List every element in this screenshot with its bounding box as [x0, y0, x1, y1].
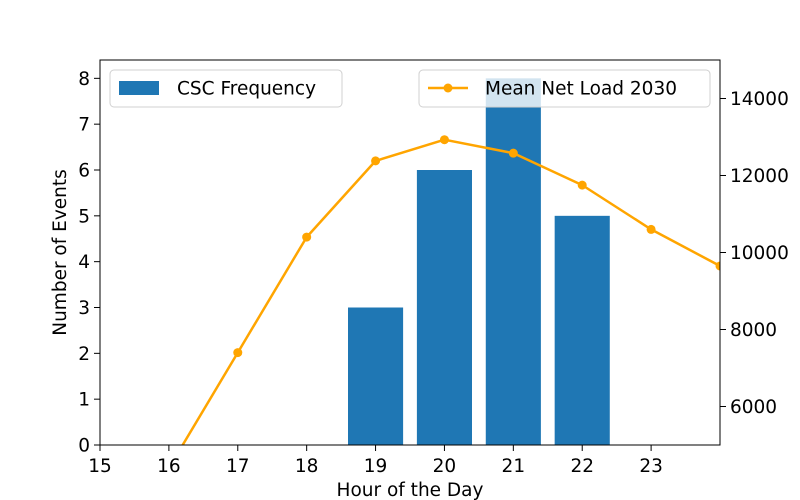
legend-box: [109, 69, 343, 108]
line-point: [508, 148, 518, 158]
plot-frame: [99, 59, 721, 446]
legend-bars: CSC Frequency: [109, 69, 343, 108]
bar: [485, 78, 541, 445]
y-tick-label: 8: [78, 69, 90, 90]
plot-border: [99, 59, 721, 446]
y-tick-label: 1: [78, 390, 90, 411]
y2-tick-label: 8000: [730, 320, 777, 341]
bar-series: [348, 78, 610, 445]
line-series: [181, 135, 720, 445]
y-tick-label: 5: [78, 206, 90, 227]
line-point: [715, 261, 720, 271]
legend-label: Mean Net Load 2030: [485, 79, 677, 100]
legend-box: [418, 69, 711, 108]
y-axis-label: Number of Events: [50, 169, 71, 336]
x-tick-label: 17: [226, 456, 250, 477]
y-axis-left: 0 1 2 3 4 5 6 7 8: [78, 69, 100, 457]
y-tick-label: 3: [78, 298, 90, 319]
x-tick-label: 16: [157, 456, 181, 477]
line-point: [302, 232, 312, 242]
x-axis: 15 16 17 18 19 20 21 22 23: [88, 445, 663, 477]
y-tick-label: 2: [78, 344, 90, 365]
bar: [348, 307, 404, 445]
line-point: [439, 135, 449, 145]
y2-tick-label: 14000: [730, 89, 789, 110]
y2-tick-label: 10000: [730, 243, 789, 264]
bar: [554, 215, 610, 445]
line-point: [646, 224, 656, 234]
bar: [416, 170, 472, 445]
y-tick-label: 4: [78, 252, 90, 273]
line-point: [233, 348, 243, 358]
x-tick-label: 23: [639, 456, 663, 477]
y-tick-label: 0: [78, 436, 90, 457]
x-tick-label: 20: [433, 456, 457, 477]
y2-tick-label: 12000: [730, 166, 789, 187]
line-point: [577, 180, 587, 190]
x-axis-label: Hour of the Day: [337, 480, 484, 500]
y-axis-right: 6000 8000 10000 12000 14000: [720, 89, 789, 418]
y-tick-label: 6: [78, 161, 90, 182]
x-tick-label: 15: [88, 456, 112, 477]
line-point: [371, 156, 381, 166]
x-tick-label: 19: [364, 456, 388, 477]
legend-marker: [443, 83, 453, 93]
x-tick-label: 21: [502, 456, 526, 477]
y-tick-label: 7: [78, 115, 90, 136]
x-tick-label: 22: [570, 456, 594, 477]
legend-line: Mean Net Load 2030: [418, 69, 711, 108]
x-tick-label: 18: [295, 456, 319, 477]
legend-label: CSC Frequency: [177, 79, 316, 100]
legend-swatch: [119, 81, 159, 95]
y2-tick-label: 6000: [730, 397, 777, 418]
